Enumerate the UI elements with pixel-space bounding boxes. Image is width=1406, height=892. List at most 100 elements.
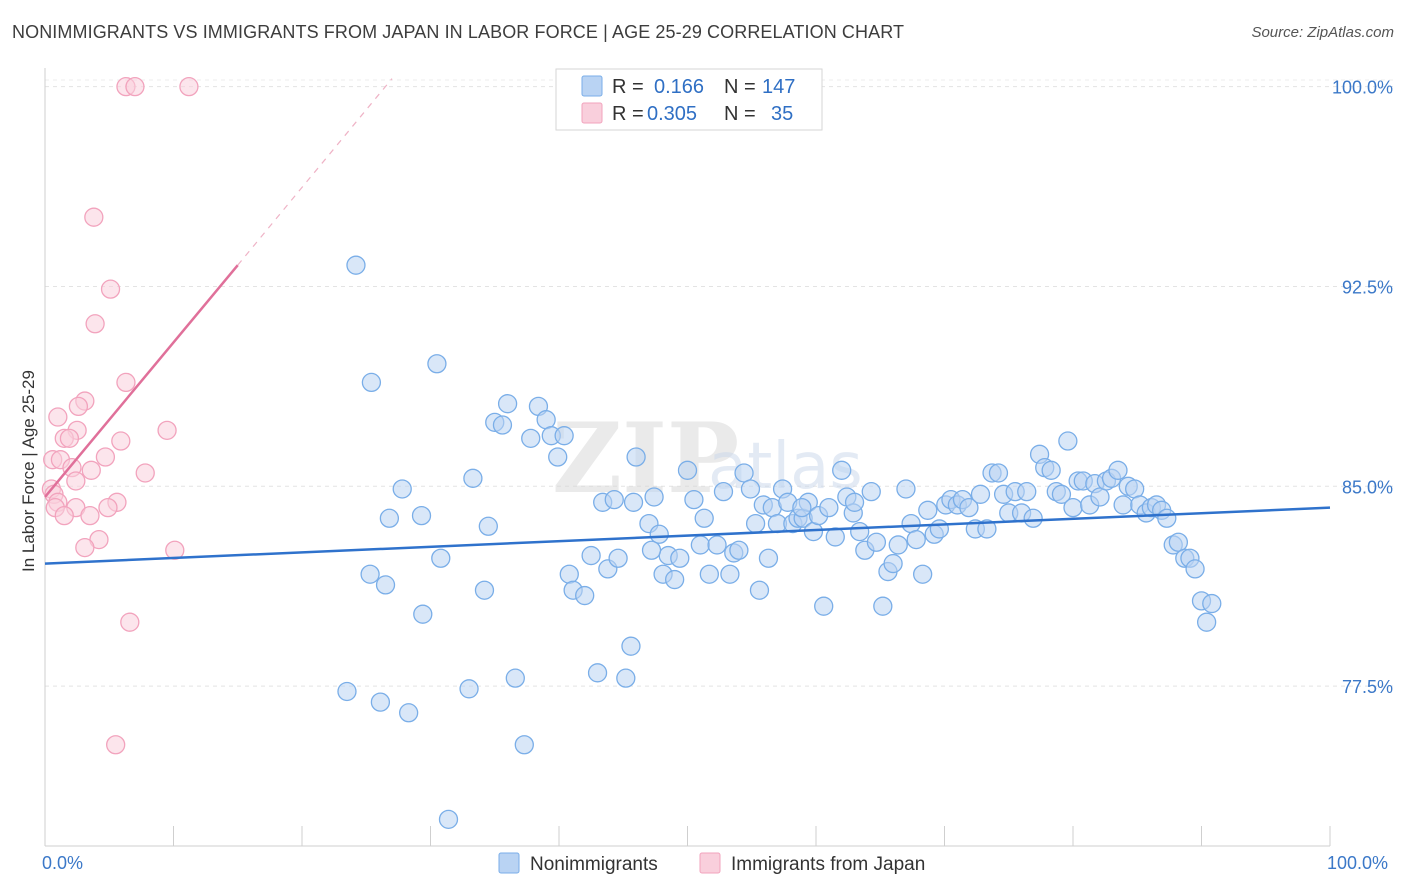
nonimmigrant-point: [734, 463, 754, 483]
nonimmigrant-point: [548, 447, 568, 467]
immigrant-japan-point: [120, 612, 140, 632]
nonimmigrant-point: [375, 575, 396, 595]
nonimmigrant-point: [587, 663, 608, 683]
nonimmigrant-point: [649, 524, 669, 544]
nonimmigrant-point: [478, 516, 498, 536]
nonimmigrant-point: [1196, 612, 1217, 632]
nonimmigrant-point: [505, 668, 525, 688]
nonimmigrant-point: [361, 372, 382, 393]
nonimmigrant-point: [1125, 479, 1145, 499]
nonimmigrant-point: [713, 481, 734, 502]
y-axis-title: In Labor Force | Age 25-29: [19, 370, 38, 572]
nonimmigrant-point: [554, 426, 574, 446]
series-legend: Nonimmigrants Immigrants from Japan: [498, 852, 925, 875]
nonimmigrant-point: [1023, 508, 1043, 528]
correlation-legend: R = 0.166 N = 147 R = 0.305 N = 35: [555, 68, 823, 131]
nonimmigrant-point: [616, 668, 636, 688]
nonimmigrant-point: [399, 703, 419, 723]
nonimmigrant-point: [346, 255, 366, 275]
nonimmigrant-point: [792, 497, 812, 518]
immigrant-japan-point: [179, 77, 199, 97]
legend-swatch-blue: [581, 75, 603, 97]
nonimmigrant-point: [677, 460, 698, 480]
x-tick-label-min: 0.0%: [42, 853, 83, 873]
immigrant-japan-point: [54, 505, 74, 526]
nonimmigrant-point: [1051, 484, 1072, 504]
x-tick-label-max: 100.0%: [1327, 853, 1388, 873]
nonimmigrant-point: [850, 521, 870, 542]
y-tick-label: 100.0%: [1332, 78, 1393, 98]
immigrant-japan-point: [75, 537, 95, 558]
nonimmigrant-point: [690, 535, 710, 555]
bottom-legend-immigrants-japan: Immigrants from Japan: [731, 854, 925, 875]
nonimmigrant-point: [1202, 593, 1222, 614]
nonimmigrant-point: [474, 580, 495, 600]
nonimmigrant-point: [337, 681, 357, 702]
immigrant-japan-point: [48, 407, 68, 427]
bottom-legend-swatch-pink: [699, 852, 721, 874]
nonimmigrant-point: [906, 529, 926, 550]
nonimmigrant-point: [641, 540, 662, 560]
nonimmigrant-point: [758, 548, 779, 568]
nonimmigrant-point: [888, 535, 908, 555]
nonimmigrant-point: [988, 463, 1009, 483]
nonimmigrant-point: [431, 548, 451, 568]
nonimmigrant-point: [621, 636, 641, 656]
nonimmigrant-point: [913, 564, 933, 584]
nonimmigrant-point: [623, 492, 644, 512]
nonimmigrant-point: [1063, 497, 1083, 518]
immigrants-japan-trend-line: [44, 264, 239, 498]
nonimmigrant-point: [1185, 559, 1205, 579]
legend-n-label-2: N =: [724, 103, 756, 125]
nonimmigrant-point: [1113, 495, 1133, 515]
immigrant-japan-point: [100, 279, 121, 299]
nonimmigrant-point: [866, 532, 887, 552]
immigrant-japan-point: [59, 428, 80, 448]
gridlines: [45, 79, 1394, 687]
nonimmigrant-point: [392, 479, 412, 499]
immigrant-japan-point: [84, 207, 104, 227]
nonimmigrant-point: [379, 508, 400, 528]
nonimmigrant-point: [413, 604, 433, 624]
trend-lines: [44, 78, 1331, 565]
nonimmigrant-point: [521, 428, 541, 448]
nonimmigrant-point: [883, 553, 903, 574]
bottom-legend-nonimmigrants: Nonimmigrants: [530, 854, 658, 875]
immigrants-japan-points: [41, 77, 199, 755]
nonimmigrant-point: [861, 481, 881, 502]
legend-r-value-1: 0.166: [654, 76, 704, 98]
nonimmigrant-point: [665, 569, 685, 590]
nonimmigrant-point: [370, 692, 391, 712]
nonimmigrant-point: [427, 354, 447, 374]
nonimmigrant-point: [497, 394, 518, 414]
nonimmigrant-point: [814, 596, 834, 616]
legend-r-label-1: R =: [612, 76, 644, 98]
nonimmigrant-point: [670, 548, 690, 568]
nonimmigrant-point: [411, 505, 432, 526]
immigrant-japan-point: [95, 447, 116, 467]
nonimmigrant-point: [438, 809, 459, 830]
nonimmigrant-point: [819, 497, 839, 518]
y-tick-label: 92.5%: [1342, 277, 1393, 297]
immigrant-japan-point: [80, 505, 100, 526]
legend-n-value-1: 147: [762, 76, 795, 98]
bottom-legend-swatch-blue: [498, 852, 520, 874]
immigrant-japan-point: [85, 314, 105, 334]
nonimmigrant-point: [1017, 481, 1037, 502]
immigrant-japan-point: [68, 396, 89, 417]
nonimmigrant-point: [608, 548, 628, 568]
nonimmigrants-trend-line: [44, 506, 1331, 565]
nonimmigrant-point: [729, 540, 749, 560]
y-tick-label: 85.0%: [1342, 477, 1393, 497]
nonimmigrant-point: [740, 479, 761, 499]
nonimmigrant-point: [959, 497, 979, 518]
nonimmigrant-point: [749, 580, 770, 600]
nonimmigrant-point: [896, 479, 916, 499]
nonimmigrant-point: [832, 460, 852, 480]
immigrant-japan-point: [98, 497, 118, 518]
nonimmigrant-point: [626, 447, 646, 467]
nonimmigrant-point: [1108, 460, 1128, 480]
nonimmigrant-point: [929, 519, 950, 539]
nonimmigrant-point: [1090, 487, 1110, 507]
legend-r-label-2: R =: [612, 103, 644, 125]
